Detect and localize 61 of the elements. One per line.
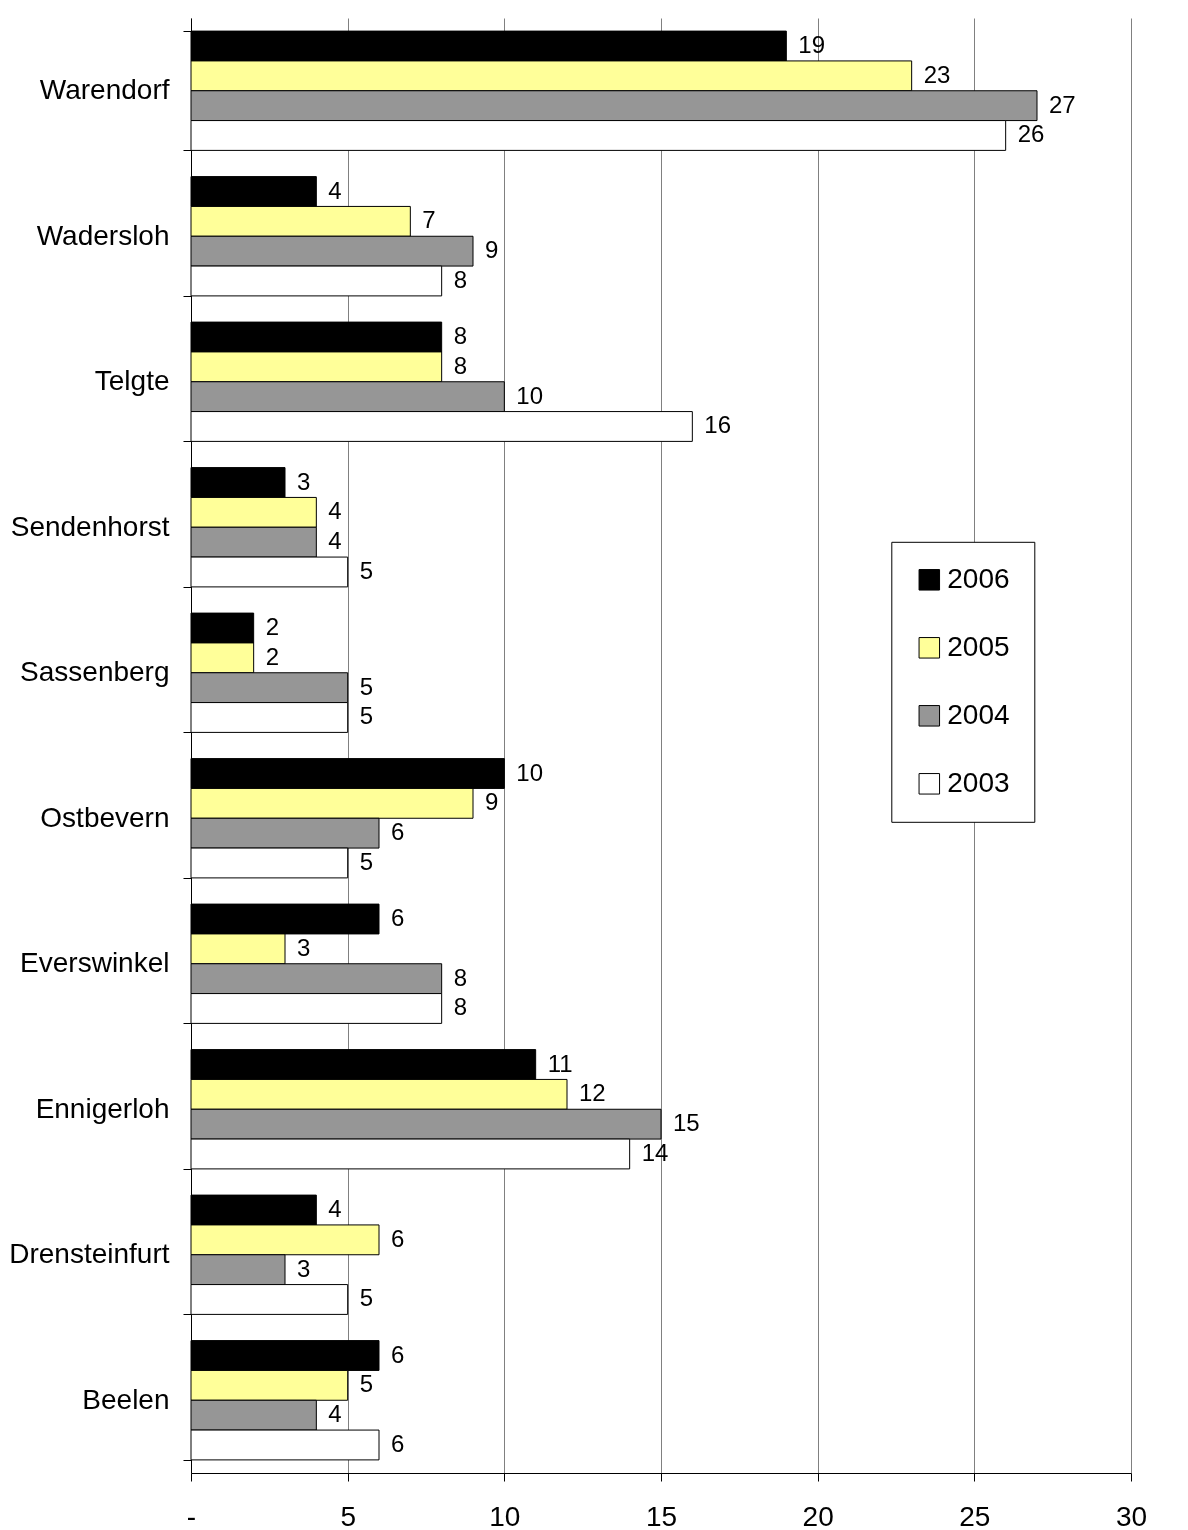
legend-label: 2005	[947, 630, 1010, 662]
data-label: 4	[328, 176, 342, 204]
x-tick-label: 10	[489, 1500, 521, 1530]
x-tick-label: 30	[1115, 1500, 1148, 1530]
data-label: 19	[798, 31, 826, 59]
data-label: 7	[422, 206, 436, 234]
data-label: 5	[359, 1284, 374, 1312]
data-label: 4	[328, 497, 342, 525]
y-tick-label: Everswinkel	[20, 947, 170, 979]
data-label: 5	[359, 702, 374, 730]
y-tick-label: Warendorf	[39, 74, 170, 106]
legend-label: 2003	[947, 766, 1010, 798]
y-tick-label: Drensteinfurt	[9, 1238, 170, 1270]
data-label: 4	[328, 1400, 342, 1428]
data-label: 26	[1017, 120, 1045, 148]
data-label: 27	[1049, 90, 1076, 118]
data-label: 6	[391, 1340, 405, 1368]
data-label: 5	[359, 672, 374, 700]
y-tick-label: Beelen	[82, 1383, 170, 1415]
legend-label: 2006	[947, 562, 1010, 594]
data-label: 3	[297, 1254, 311, 1282]
data-label: 2	[265, 642, 280, 670]
data-label: 5	[359, 1370, 374, 1398]
data-label: 8	[453, 322, 468, 350]
data-label: 12	[579, 1079, 606, 1107]
data-label: 6	[391, 1429, 405, 1457]
data-label: 5	[359, 556, 374, 584]
x-tick-label: 25	[959, 1500, 991, 1530]
data-label: 8	[453, 993, 468, 1021]
x-tick-label: 20	[802, 1500, 834, 1530]
data-label: 8	[453, 265, 468, 293]
data-label: 6	[391, 1224, 405, 1252]
x-tick-label: -	[186, 1500, 197, 1530]
data-label: 10	[516, 758, 544, 786]
data-label: 9	[485, 788, 499, 816]
x-tick-label: 15	[645, 1500, 678, 1530]
data-label: 16	[704, 411, 732, 439]
data-label: 3	[297, 467, 311, 495]
y-tick-label: Ennigerloh	[35, 1092, 170, 1124]
y-tick-label: Sendenhorst	[10, 510, 170, 542]
data-label: 23	[923, 60, 951, 88]
data-label: 3	[297, 933, 311, 961]
data-label: 15	[673, 1109, 700, 1137]
x-tick-label: 5	[340, 1500, 356, 1530]
data-label: 6	[391, 904, 405, 932]
data-label: 8	[453, 963, 468, 991]
data-label: 5	[359, 847, 374, 875]
y-tick-label: Sassenberg	[20, 656, 170, 688]
y-tick-label: Wadersloh	[36, 219, 170, 251]
data-label: 6	[391, 818, 405, 846]
data-label: 4	[328, 1195, 342, 1223]
data-label: 9	[485, 236, 499, 264]
data-label: 11	[547, 1049, 573, 1077]
data-label: 14	[641, 1138, 669, 1166]
data-label: 10	[516, 381, 544, 409]
y-tick-label: Telgte	[94, 365, 170, 397]
data-label: 8	[453, 351, 468, 379]
data-label: 4	[328, 527, 342, 555]
legend-label: 2004	[947, 698, 1010, 730]
y-tick-label: Ostbevern	[40, 801, 170, 833]
data-label: 2	[265, 613, 280, 641]
